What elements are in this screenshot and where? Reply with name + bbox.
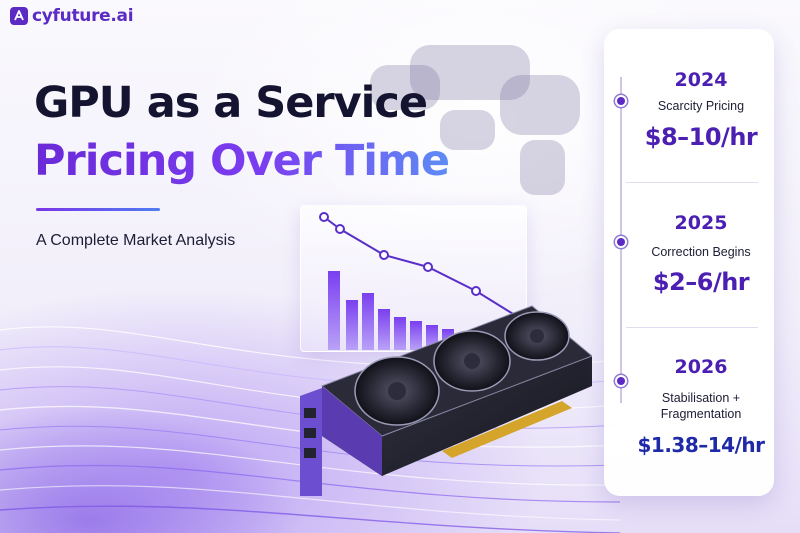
timeline-year: 2025: [674, 212, 728, 234]
pricing-timeline-panel: 2024 Scarcity Pricing $8–10/hr 2025 Corr…: [604, 29, 774, 496]
timeline-phase: Correction Begins: [651, 245, 751, 259]
timeline-phase: Scarcity Pricing: [657, 99, 745, 113]
timeline-phase-line-2: Fragmentation: [660, 407, 742, 421]
brand-logo-text: cyfuture.ai: [32, 6, 134, 26]
page-title-line-1: GPU as a Service: [34, 78, 428, 128]
timeline-separator: [626, 182, 758, 183]
timeline-year: 2024: [674, 69, 728, 91]
timeline-price: $8–10/hr: [644, 123, 758, 151]
title-divider: [36, 208, 160, 211]
timeline-dot: [615, 95, 627, 107]
timeline-dot: [615, 375, 627, 387]
cyfuture-logo-icon: [10, 7, 28, 25]
timeline-separator: [626, 327, 758, 328]
brand-logo[interactable]: cyfuture.ai: [10, 6, 134, 26]
timeline-dot: [615, 236, 627, 248]
timeline-year: 2026: [674, 356, 728, 378]
timeline-price: $1.38–14/hr: [637, 433, 766, 457]
page-title-line-2: Pricing Over Time: [34, 136, 450, 186]
graphics-card-illustration: [300, 305, 592, 496]
world-map-decoration: [370, 45, 580, 195]
timeline-phase-line-1: Stabilisation +: [661, 391, 741, 405]
light-waves-decoration: [0, 326, 620, 533]
page-subtitle: A Complete Market Analysis: [36, 232, 236, 249]
timeline-price: $2–6/hr: [652, 268, 750, 296]
